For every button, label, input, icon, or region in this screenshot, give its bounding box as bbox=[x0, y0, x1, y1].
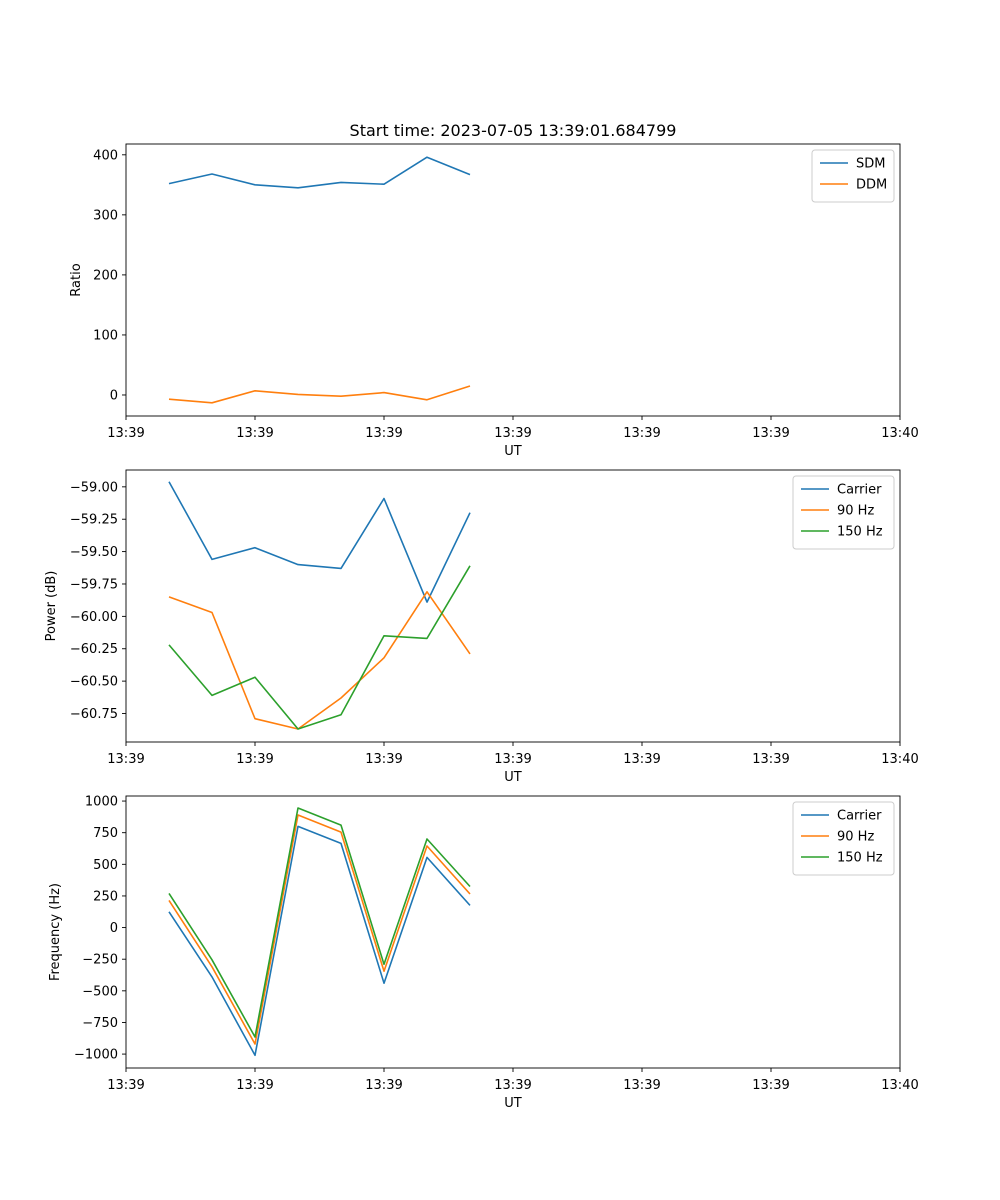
legend-label: 90 Hz bbox=[837, 830, 874, 845]
y-tick-label: 250 bbox=[93, 889, 118, 904]
series-line-90-hz bbox=[168, 814, 471, 1045]
legend-label: Carrier bbox=[837, 483, 882, 498]
x-tick-label: 13:39 bbox=[107, 752, 144, 767]
x-axis-label: UT bbox=[504, 1096, 522, 1111]
axes-frame bbox=[125, 469, 901, 743]
x-tick-label: 13:39 bbox=[623, 426, 660, 441]
axes-frame bbox=[125, 795, 901, 1069]
legend-label: 150 Hz bbox=[837, 851, 883, 866]
y-tick-label: −59.25 bbox=[70, 513, 118, 528]
y-axis-label: Ratio bbox=[69, 263, 84, 296]
y-tick-label: −750 bbox=[82, 1016, 118, 1031]
x-axis-label: UT bbox=[504, 770, 522, 785]
chart-panel-2: 13:39 13:39 13:39 13:39 13:39 13:39 13:40 −59.0… bbox=[44, 469, 919, 785]
legend-label: 150 Hz bbox=[837, 525, 883, 540]
x-tick-label: 13:39 bbox=[107, 1078, 144, 1093]
x-tick-label: 13:39 bbox=[623, 752, 660, 767]
chart-panels: 13:39 13:39 13:39 13:39 13:39 13:39 13:40 0 100 2… bbox=[44, 143, 919, 1111]
series-line-ddm bbox=[168, 385, 471, 404]
y-tick-label: 750 bbox=[93, 826, 118, 841]
x-tick-label: 13:39 bbox=[752, 426, 789, 441]
series-line-carrier bbox=[168, 825, 471, 1057]
y-tick-label: 200 bbox=[93, 268, 118, 283]
x-tick-label: 13:39 bbox=[365, 1078, 402, 1093]
legend-label: Carrier bbox=[837, 809, 882, 824]
chart-panel-3: 13:39 13:39 13:39 13:39 13:39 13:39 13:40 1000 7… bbox=[48, 795, 919, 1111]
legend-label: 90 Hz bbox=[837, 504, 874, 519]
y-tick-label: 500 bbox=[93, 858, 118, 873]
x-tick-label: 13:39 bbox=[236, 1078, 273, 1093]
x-axis-label: UT bbox=[504, 444, 522, 459]
x-tick-label: 13:39 bbox=[107, 426, 144, 441]
series-line-90-hz bbox=[168, 590, 471, 730]
legend-label: DDM bbox=[856, 178, 887, 193]
x-tick-label: 13:39 bbox=[752, 752, 789, 767]
x-tick-label: 13:39 bbox=[494, 1078, 531, 1093]
y-tick-label: −500 bbox=[82, 984, 118, 999]
y-tick-label: −60.50 bbox=[70, 675, 118, 690]
x-tick-label: 13:40 bbox=[881, 752, 918, 767]
legend: Carrier 90 Hz 150 Hz bbox=[792, 801, 895, 876]
chart-title: Start time: 2023-07-05 13:39:01.684799 bbox=[350, 121, 677, 140]
y-axis-label: Power (dB) bbox=[44, 571, 59, 642]
x-tick-label: 13:39 bbox=[494, 752, 531, 767]
series-line-150-hz bbox=[168, 565, 471, 730]
chart-panel-1: 13:39 13:39 13:39 13:39 13:39 13:39 13:40 0 100 2… bbox=[69, 143, 919, 459]
y-tick-label: −59.50 bbox=[70, 545, 118, 560]
x-tick-label: 13:39 bbox=[365, 752, 402, 767]
y-tick-label: 300 bbox=[93, 208, 118, 223]
y-tick-label: −59.75 bbox=[70, 577, 118, 592]
y-tick-label: −60.25 bbox=[70, 642, 118, 657]
x-tick-label: 13:39 bbox=[752, 1078, 789, 1093]
y-axis-label: Frequency (Hz) bbox=[48, 883, 63, 981]
axes-frame bbox=[125, 143, 901, 417]
legend: Carrier 90 Hz 150 Hz bbox=[792, 475, 895, 550]
y-tick-label: −250 bbox=[82, 953, 118, 968]
x-tick-label: 13:40 bbox=[881, 426, 918, 441]
y-tick-label: 0 bbox=[110, 921, 118, 936]
x-tick-label: 13:39 bbox=[623, 1078, 660, 1093]
y-tick-label: 100 bbox=[93, 328, 118, 343]
y-tick-label: −60.00 bbox=[70, 610, 118, 625]
y-tick-label: −59.00 bbox=[70, 480, 118, 495]
x-tick-label: 13:39 bbox=[365, 426, 402, 441]
series-line-sdm bbox=[168, 156, 471, 189]
legend: SDM DDM bbox=[811, 149, 895, 203]
series-line-carrier bbox=[168, 481, 471, 603]
x-tick-label: 13:39 bbox=[494, 426, 531, 441]
y-tick-label: 1000 bbox=[85, 795, 118, 810]
y-tick-label: −1000 bbox=[74, 1048, 118, 1063]
series-line-150-hz bbox=[168, 807, 471, 1038]
x-tick-label: 13:39 bbox=[236, 752, 273, 767]
y-tick-label: 0 bbox=[110, 388, 118, 403]
y-tick-label: 400 bbox=[93, 148, 118, 163]
x-tick-label: 13:39 bbox=[236, 426, 273, 441]
legend-label: SDM bbox=[856, 157, 885, 172]
x-tick-label: 13:40 bbox=[881, 1078, 918, 1093]
y-tick-label: −60.75 bbox=[70, 707, 118, 722]
